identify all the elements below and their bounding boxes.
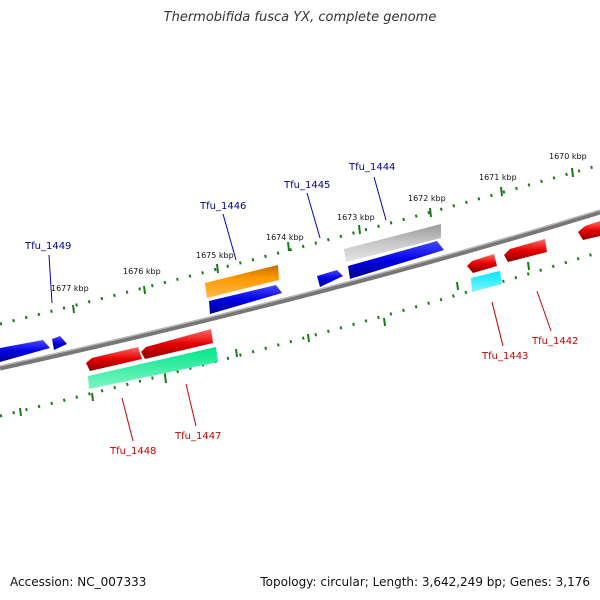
gene-arrow-red-tfu1443[interactable] — [467, 254, 497, 273]
kbp-label-1676: 1676 kbp — [123, 267, 161, 276]
kbp-label-1671: 1671 kbp — [479, 173, 517, 182]
inner-major-ticks — [19, 261, 530, 417]
gene-label-tfu1448[interactable]: Tfu_1448 — [109, 446, 156, 457]
gene-label-tfu1444[interactable]: Tfu_1444 — [348, 162, 395, 173]
kbp-label-1677: 1677 kbp — [51, 284, 89, 293]
gene-arrow-blue-tfu1444[interactable] — [348, 241, 444, 279]
inner-scale-dots — [0, 250, 600, 418]
label-leaders — [48, 176, 552, 442]
gene-arrow-blue-tfu1446b[interactable] — [209, 285, 282, 314]
kbp-label-1675: 1675 kbp — [196, 251, 234, 260]
kbp-label-1672: 1672 kbp — [408, 194, 446, 203]
gene-arrow-blue-left[interactable] — [0, 340, 50, 362]
kbp-label-1673: 1673 kbp — [337, 213, 375, 222]
gene-arrow-blue-small-left[interactable] — [52, 336, 67, 350]
gene-label-tfu1445[interactable]: Tfu_1445 — [283, 180, 330, 191]
genome-title: Thermobifida fusca YX, complete genome — [163, 10, 437, 25]
gene-arrow-red-tfu1442[interactable] — [504, 239, 547, 262]
kbp-label-1674: 1674 kbp — [266, 233, 304, 242]
genome-summary-text: Topology: circular; Length: 3,642,249 bp… — [260, 575, 590, 589]
gene-arrow-red-far-right[interactable] — [578, 221, 600, 240]
accession-text: Accession: NC_007333 — [10, 575, 147, 589]
gene-label-tfu1449[interactable]: Tfu_1449 — [24, 241, 71, 252]
gene-label-tfu1442[interactable]: Tfu_1442 — [531, 336, 578, 347]
outer-scale-dots — [0, 163, 600, 326]
gene-arrow-red-tfu1447[interactable] — [141, 329, 213, 359]
gene-arrow-orange-tfu1446[interactable] — [205, 265, 279, 298]
kbp-label-1670: 1670 kbp — [549, 152, 587, 161]
gene-arrow-green-tfu1447[interactable] — [88, 347, 218, 389]
gene-arrow-blue-tfu1445[interactable] — [317, 270, 343, 287]
gene-arrow-cyan-tfu1443[interactable] — [471, 271, 502, 292]
gene-arrow-gray-tfu1444[interactable] — [344, 224, 441, 262]
gene-arrow-red-tfu1448[interactable] — [86, 347, 142, 371]
genome-backbone — [0, 209, 600, 371]
gene-label-tfu1446[interactable]: Tfu_1446 — [199, 201, 246, 212]
gene-label-tfu1447[interactable]: Tfu_1447 — [174, 431, 221, 442]
outer-major-ticks — [72, 167, 574, 314]
gene-label-tfu1443[interactable]: Tfu_1443 — [481, 351, 528, 362]
